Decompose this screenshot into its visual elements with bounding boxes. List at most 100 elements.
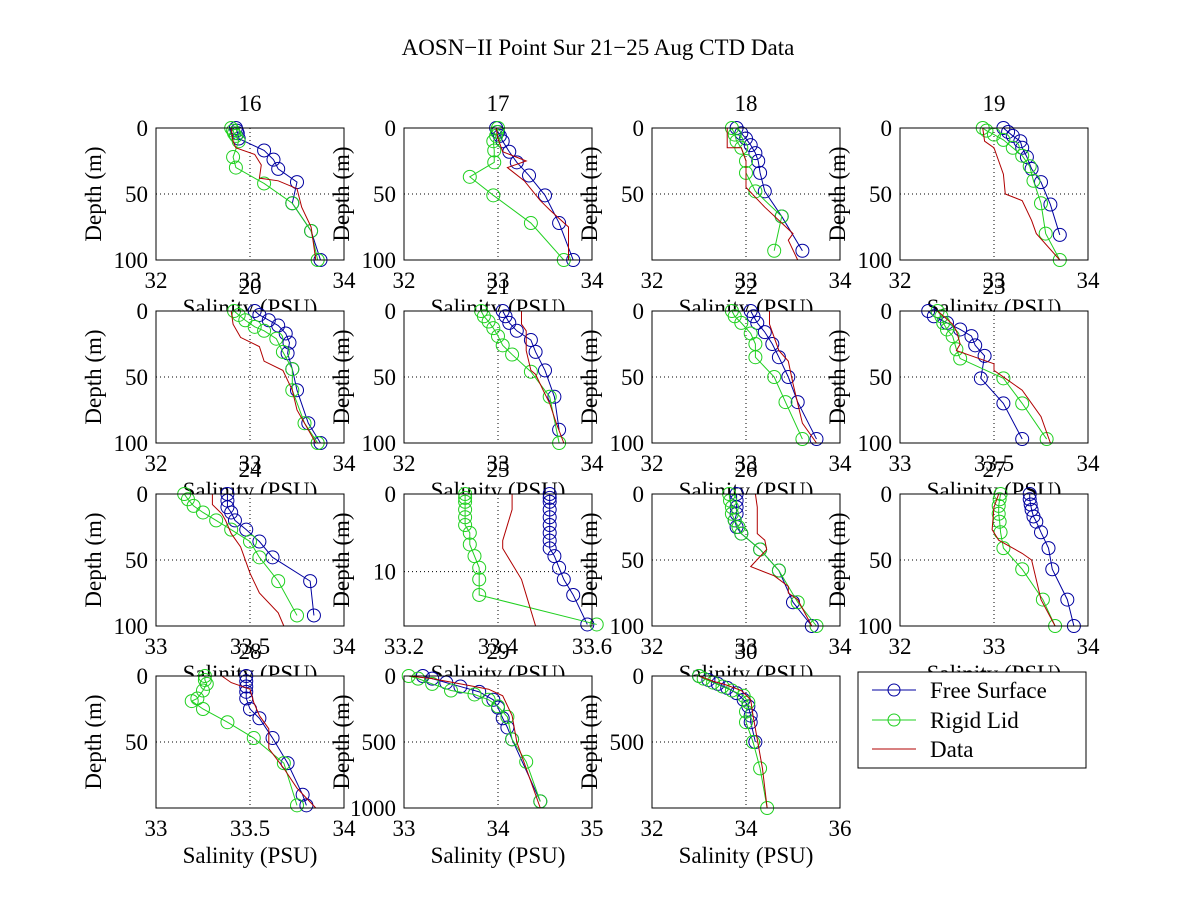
data-point-free-surface [523,333,538,348]
data-point-free-surface [498,309,513,324]
data-point-rigid-lid [231,134,246,149]
data-point-rigid-lid [486,134,501,149]
data-point-free-surface [542,525,557,540]
data-point-rigid-lid [196,505,210,520]
data-point-rigid-lid [425,676,440,691]
data-point-rigid-lid [196,683,210,698]
x-tick-label: 32 [641,268,664,293]
data-point-rigid-lid [790,595,805,610]
data-point-free-surface [795,243,810,258]
data-point-free-surface [1022,492,1037,507]
x-tick-label: 32 [641,451,664,476]
x-tick-label: 32 [641,816,664,841]
x-tick-label: 34 [333,634,357,659]
series-line-free-surface [698,675,756,743]
data-point-free-surface [266,152,281,167]
axes-frame [899,310,1089,444]
y-axis-label: Depth (m) [329,146,354,241]
x-tick-label: 34 [829,634,853,659]
data-point-rigid-lid [724,683,739,698]
data-point-free-surface [542,494,557,509]
data-point-free-surface [425,671,440,686]
data-point-rigid-lid [767,370,782,384]
y-tick-label: 0 [881,116,893,141]
x-tick-label: 33 [393,816,416,841]
series-line-data [495,127,569,260]
y-axis-label: Depth (m) [577,329,602,424]
axes-frame [155,310,345,444]
x-tick-label: 33 [735,634,758,659]
data-point-free-surface [809,432,824,447]
y-axis-label: Depth (m) [81,329,106,424]
subplot-title: 18 [735,91,758,116]
y-tick-label: 100 [858,614,893,639]
legend-entry-data: Data [872,737,973,762]
data-point-rigid-lid [285,362,300,377]
series-line-rigid-lid [230,127,319,261]
x-tick-label: 33.5 [974,451,1014,476]
data-point-rigid-lid [696,671,711,686]
series-line-data [521,311,565,444]
y-tick-label: 0 [633,482,645,507]
x-tick-label: 33.4 [478,634,519,659]
series-line-free-surface [226,494,315,616]
y-tick-label: 500 [362,730,397,755]
y-axis-label: Depth (m) [825,512,850,607]
x-tick-label: 32 [889,634,912,659]
data-point-rigid-lid [481,692,496,707]
data-point-free-surface [522,168,537,183]
data-point-free-surface [750,315,765,330]
x-tick-label: 33.6 [572,634,612,659]
data-point-rigid-lid [991,498,1006,513]
data-point-rigid-lid [285,196,300,211]
y-tick-label: 100 [610,614,645,639]
data-point-free-surface [257,143,272,158]
data-point-free-surface [542,490,557,505]
y-tick-label: 10 [373,560,396,585]
data-point-rigid-lid [523,216,538,231]
data-point-free-surface [1034,175,1048,190]
subplot-title: 16 [239,91,262,116]
y-axis-label: Depth (m) [329,694,354,789]
subplot-title: 28 [239,639,262,664]
data-point-rigid-lid [589,617,604,632]
data-point-rigid-lid [1035,592,1050,607]
subplot-title: 17 [487,91,510,116]
data-point-free-surface [542,510,557,525]
data-point-rigid-lid [991,506,1006,521]
data-point-free-surface [227,513,242,528]
data-point-free-surface [757,184,772,199]
data-point-free-surface [306,608,321,623]
axes-frame [403,675,593,809]
data-point-rigid-lid [934,309,949,324]
y-tick-label: 50 [621,365,644,390]
data-point-rigid-lid [746,735,761,749]
data-point-free-surface [252,711,267,726]
data-point-rigid-lid [753,761,768,776]
axes-frame [403,310,593,444]
series-line-data [937,310,1051,444]
subplot-title: 26 [735,457,758,482]
y-axis-label: Depth (m) [329,329,354,424]
series-line-data [991,493,1056,627]
x-tick-label: 32 [889,268,912,293]
data-point-rigid-lid [184,694,199,709]
x-tick-label: 33.5 [230,634,270,659]
subplot-title: 27 [983,457,1006,482]
data-point-free-surface [502,315,517,330]
series-line-data [230,310,317,444]
data-point-rigid-lid [491,699,505,714]
series-line-rigid-lid [982,127,1061,261]
y-axis-label: Depth (m) [329,512,354,607]
data-point-rigid-lid [257,176,272,191]
y-tick-label: 50 [869,365,892,390]
data-point-free-surface [509,323,524,338]
x-tick-label: 34 [1077,451,1101,476]
data-point-free-surface [566,587,581,602]
series-line-data [230,127,317,261]
y-tick-label: 50 [621,548,644,573]
y-tick-label: 100 [362,431,397,456]
data-point-free-surface [765,337,780,351]
y-tick-label: 500 [610,730,645,755]
